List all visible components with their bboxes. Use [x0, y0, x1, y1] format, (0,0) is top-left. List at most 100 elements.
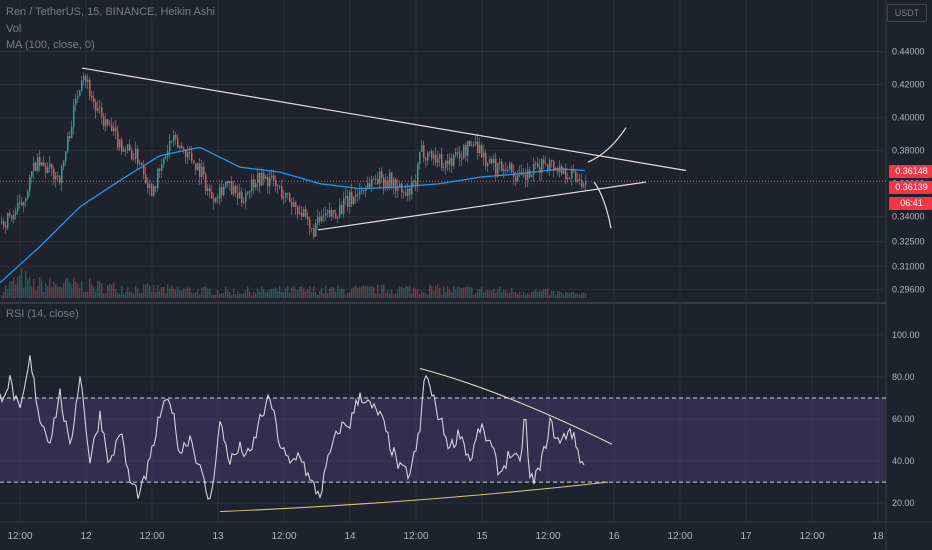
candle-body	[255, 183, 257, 188]
volume-bar	[503, 290, 505, 298]
volume-bar	[427, 294, 429, 298]
volume-bar	[289, 293, 291, 298]
rsi-tick-label: 60.00	[892, 414, 915, 424]
volume-bar	[129, 290, 131, 298]
countdown-tag: 06:41	[900, 198, 923, 208]
candle-body	[303, 209, 305, 217]
candle-body	[101, 107, 103, 117]
volume-bar	[315, 291, 317, 298]
volume-bar	[163, 286, 165, 298]
candle-body	[529, 170, 531, 178]
candle-body	[297, 207, 299, 215]
volume-bar	[507, 293, 509, 298]
candle-body	[71, 127, 73, 139]
volume-bar	[447, 286, 449, 298]
volume-bar	[449, 290, 451, 298]
candle-body	[415, 181, 417, 186]
candle-body	[69, 135, 71, 139]
candle-body	[103, 116, 105, 127]
candle-body	[15, 211, 17, 215]
candle-body	[153, 186, 155, 196]
candle-body	[381, 171, 383, 178]
candle-body	[177, 138, 179, 148]
y-tick-label: 0.29600	[892, 284, 925, 294]
volume-bar	[77, 283, 79, 298]
volume-bar	[171, 285, 173, 298]
candle-body	[65, 151, 67, 162]
volume-bar	[417, 289, 419, 298]
volume-bar	[25, 271, 27, 298]
volume-bar	[347, 292, 349, 298]
volume-bar	[403, 288, 405, 298]
volume-bar	[561, 292, 563, 298]
volume-bar	[433, 290, 435, 298]
candle-body	[11, 215, 13, 220]
candle-body	[391, 172, 393, 187]
candle-body	[557, 168, 559, 173]
candle-body	[155, 186, 157, 189]
candle-body	[379, 171, 381, 184]
volume-bar	[205, 286, 207, 298]
volume-bar	[283, 291, 285, 298]
candle-body	[459, 153, 461, 159]
candle-body	[433, 154, 435, 159]
x-tick-label: 12:00	[667, 531, 692, 542]
volume-bar	[75, 281, 77, 298]
candle-body	[477, 141, 479, 153]
candle-body	[283, 196, 285, 199]
candle-body	[439, 154, 441, 159]
volume-bar	[443, 286, 445, 298]
volume-bar	[575, 293, 577, 298]
candle-body	[293, 202, 295, 207]
candle-body	[341, 204, 343, 214]
candle-body	[537, 163, 539, 167]
candle-body	[541, 159, 543, 173]
volume-bar	[523, 291, 525, 298]
ma-line	[0, 147, 586, 284]
candle-body	[581, 180, 583, 187]
volume-bar	[355, 285, 357, 298]
candle-body	[517, 174, 519, 182]
currency-button[interactable]: USDT	[887, 4, 927, 22]
candle-body	[145, 174, 147, 184]
candle-body	[169, 140, 171, 152]
volume-bar	[501, 292, 503, 298]
volume-bar	[291, 287, 293, 298]
close-price-tag: 0.36139	[895, 182, 928, 192]
volume-bar	[361, 286, 363, 298]
volume-bar	[419, 293, 421, 298]
candle-body	[317, 216, 319, 223]
volume-bar	[155, 292, 157, 298]
volume-bar	[215, 294, 217, 298]
volume-bar	[121, 285, 123, 298]
candle-body	[511, 163, 513, 173]
candle-body	[173, 135, 175, 141]
volume-bar	[555, 294, 557, 298]
rsi-band	[0, 397, 886, 483]
candle-body	[281, 186, 283, 199]
volume-bar	[227, 289, 229, 298]
candle-body	[47, 167, 49, 173]
candle-body	[369, 183, 371, 187]
candle-body	[349, 191, 351, 207]
volume-bar	[255, 293, 257, 298]
candle-body	[359, 191, 361, 196]
volume-bar	[271, 289, 273, 298]
candle-body	[519, 172, 521, 175]
candle-body	[427, 152, 429, 161]
candle-body	[149, 184, 151, 188]
candle-body	[285, 192, 287, 197]
candle-body	[483, 152, 485, 158]
volume-bar	[1, 295, 3, 298]
candle-body	[287, 192, 289, 194]
y-tick-label: 0.34000	[892, 212, 925, 222]
candle-body	[37, 156, 39, 171]
candle-body	[275, 180, 277, 186]
candle-body	[387, 180, 389, 188]
volume-bar	[483, 293, 485, 298]
volume-bar	[479, 289, 481, 298]
candle-body	[77, 95, 79, 100]
candle-body	[569, 177, 571, 179]
